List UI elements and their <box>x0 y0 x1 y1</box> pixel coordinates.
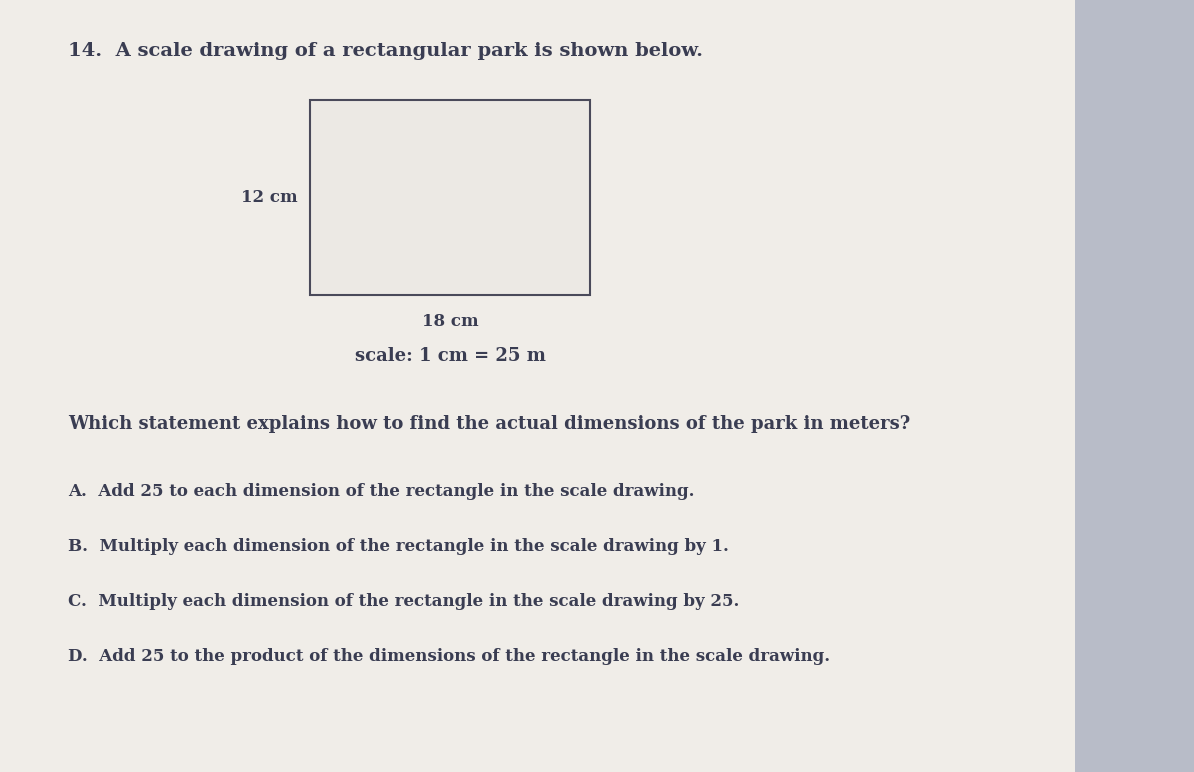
Text: 12 cm: 12 cm <box>241 189 298 206</box>
Text: Which statement explains how to find the actual dimensions of the park in meters: Which statement explains how to find the… <box>68 415 910 433</box>
Bar <box>310 100 590 295</box>
Text: C.  Multiply each dimension of the rectangle in the scale drawing by 25.: C. Multiply each dimension of the rectan… <box>68 593 739 610</box>
Text: 18 cm: 18 cm <box>421 313 479 330</box>
Text: A.  Add 25 to each dimension of the rectangle in the scale drawing.: A. Add 25 to each dimension of the recta… <box>68 483 695 500</box>
Bar <box>1075 0 1194 772</box>
Text: D.  Add 25 to the product of the dimensions of the rectangle in the scale drawin: D. Add 25 to the product of the dimensio… <box>68 648 830 665</box>
Text: 14.  A scale drawing of a rectangular park is shown below.: 14. A scale drawing of a rectangular par… <box>68 42 703 60</box>
Text: scale: 1 cm = 25 m: scale: 1 cm = 25 m <box>355 347 546 365</box>
Text: B.  Multiply each dimension of the rectangle in the scale drawing by 1.: B. Multiply each dimension of the rectan… <box>68 538 728 555</box>
